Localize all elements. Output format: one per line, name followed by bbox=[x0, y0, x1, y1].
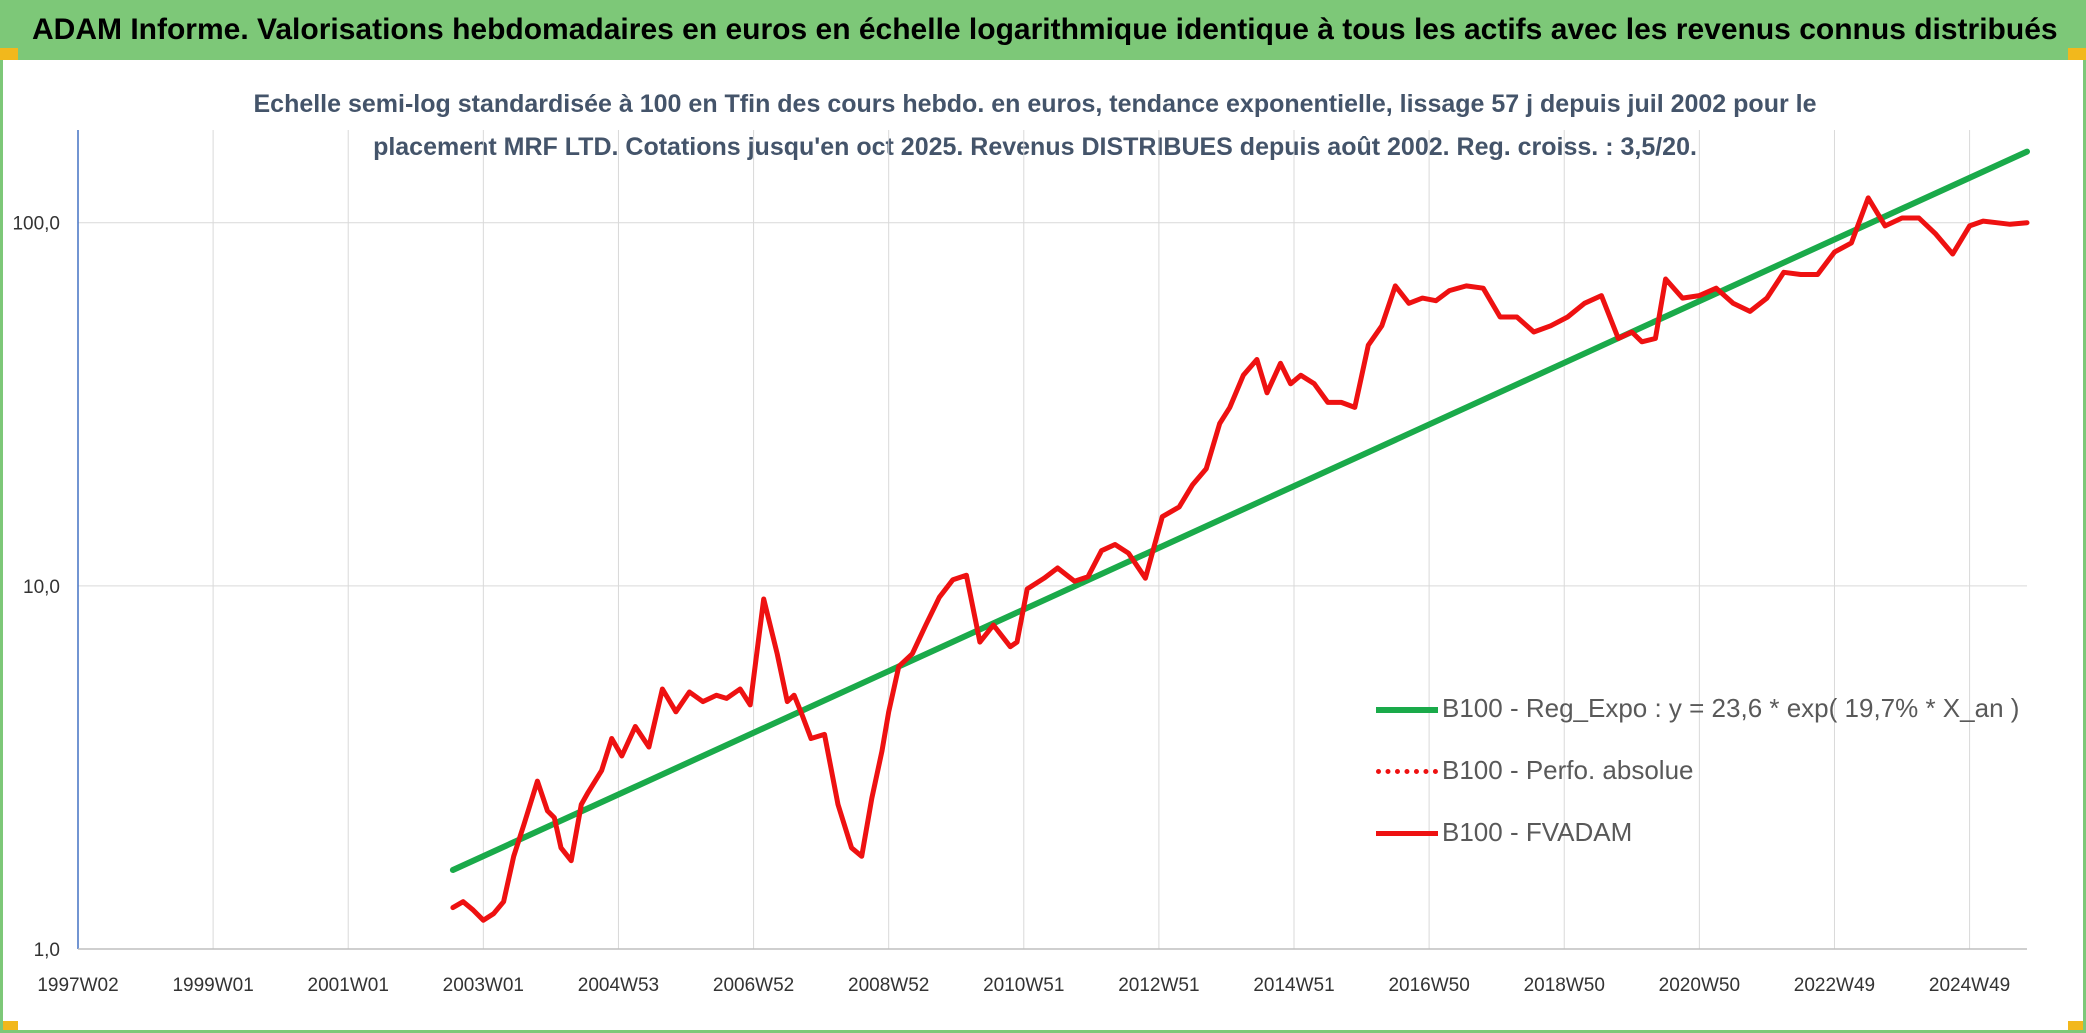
x-tick-label: 2006W52 bbox=[713, 975, 794, 996]
x-tick-label: 2024W49 bbox=[1929, 975, 2010, 996]
y-tick-label: 100,0 bbox=[12, 214, 60, 235]
x-tick-label: 2020W50 bbox=[1659, 975, 1740, 996]
x-tick-label: 2008W52 bbox=[848, 975, 929, 996]
legend-swatch-fvadam bbox=[1376, 831, 1438, 836]
x-tick-label: 2016W50 bbox=[1388, 975, 1469, 996]
x-tick-label: 2022W49 bbox=[1794, 975, 1875, 996]
x-tick-label: 2014W51 bbox=[1253, 975, 1334, 996]
x-tick-label: 2010W51 bbox=[983, 975, 1064, 996]
corner-marker-right bbox=[2068, 48, 2086, 60]
legend-label-perfo: B100 - Perfo. absolue bbox=[1442, 755, 1694, 785]
x-tick-label: 1997W02 bbox=[37, 975, 118, 996]
report-title-banner: ADAM Informe. Valorisations hebdomadaire… bbox=[0, 0, 2086, 60]
x-tick-label: 1999W01 bbox=[172, 975, 253, 996]
series-line-fvadam bbox=[450, 195, 2030, 923]
legend-swatch-trend bbox=[1376, 707, 1438, 713]
corner-marker-left bbox=[0, 48, 18, 60]
series-line-trend bbox=[449, 148, 2030, 873]
x-tick-label: 2004W53 bbox=[578, 975, 659, 996]
y-tick-label: 10,0 bbox=[23, 577, 60, 598]
legend-swatch-perfo bbox=[1376, 769, 1438, 774]
x-tick-label: 2001W01 bbox=[308, 975, 389, 996]
x-tick-label: 2018W50 bbox=[1524, 975, 1605, 996]
chart-frame bbox=[0, 60, 2086, 1033]
y-tick-label: 1,0 bbox=[34, 940, 60, 961]
legend-label-fvadam: B100 - FVADAM bbox=[1442, 817, 1633, 847]
legend-label-trend: B100 - Reg_Expo : y = 23,6 * exp( 19,7% … bbox=[1442, 693, 2020, 723]
x-tick-label: 2003W01 bbox=[443, 975, 524, 996]
chart-title-line-2: placement MRF LTD. Cotations jusqu'en oc… bbox=[373, 133, 1697, 161]
chart-title-line-1: Echelle semi-log standardisée à 100 en T… bbox=[253, 90, 1817, 118]
x-tick-label: 2012W51 bbox=[1118, 975, 1199, 996]
